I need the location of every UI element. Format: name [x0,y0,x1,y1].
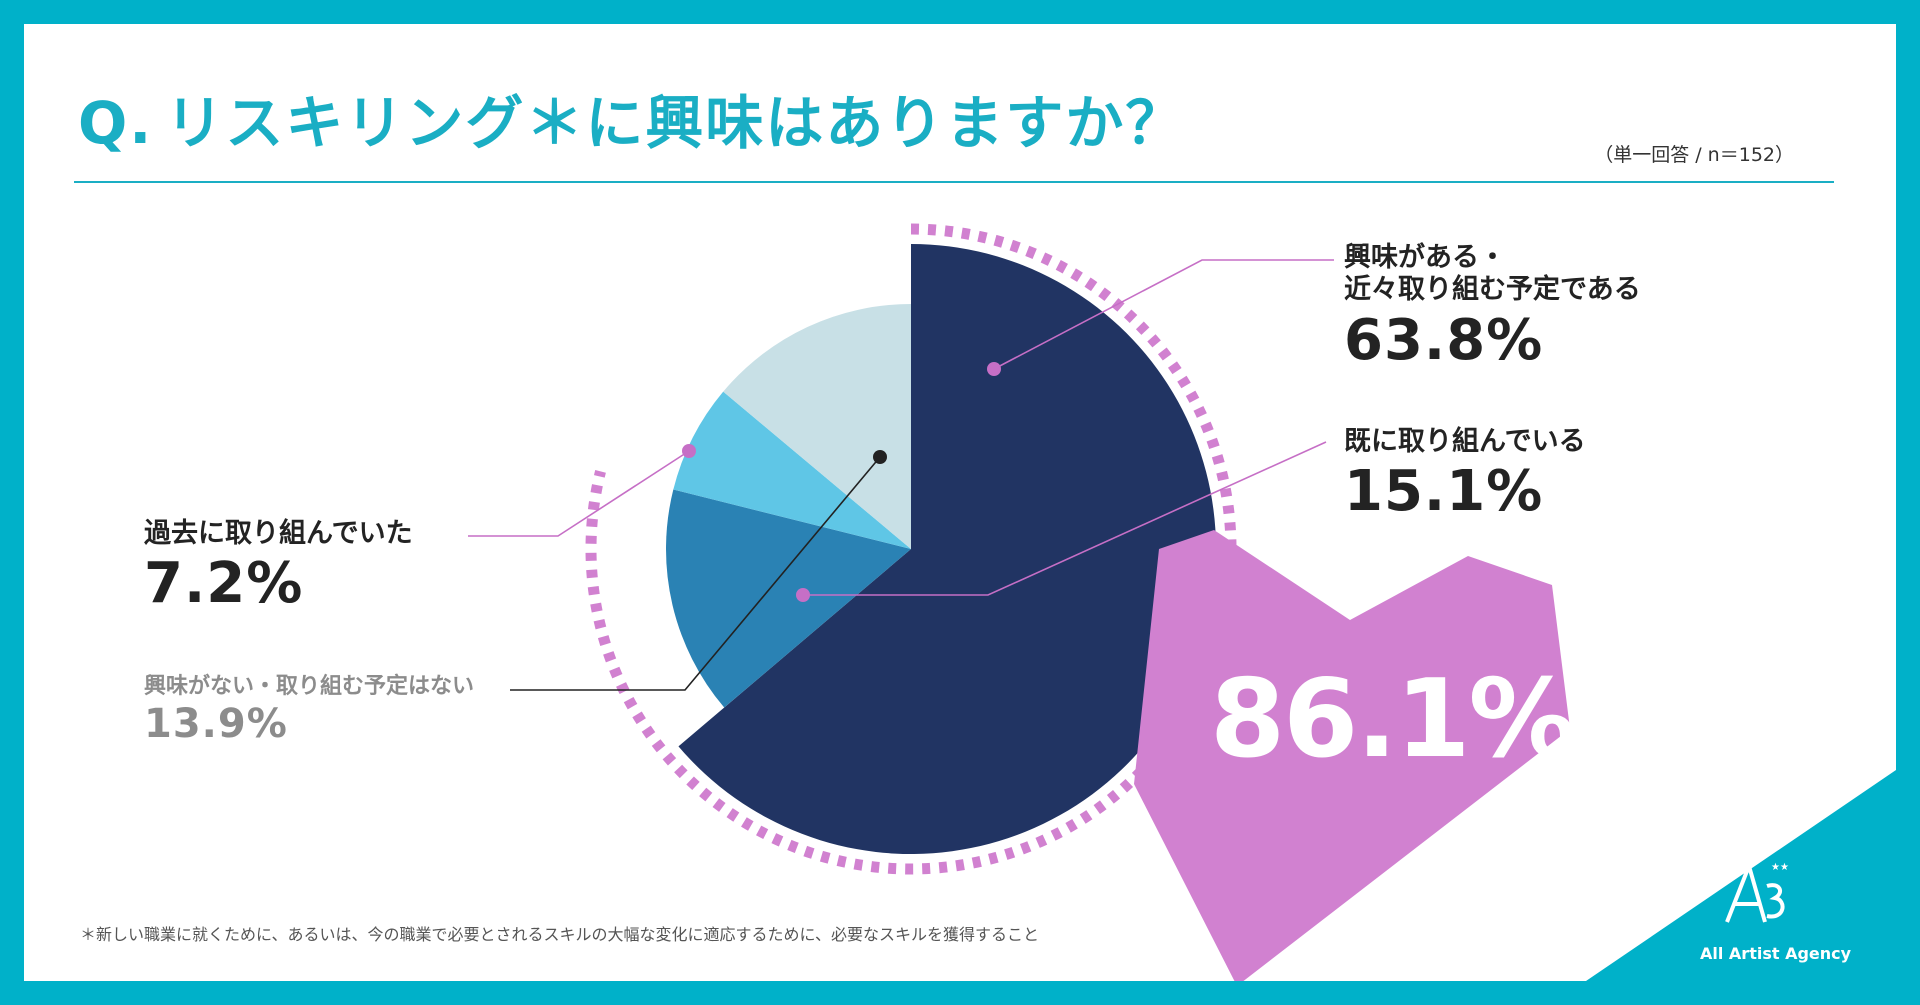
slice-value-interested: 63.8% [1344,307,1544,373]
title-prefix: Q. [78,89,154,157]
slice-value-not-interested: 13.9% [144,701,288,748]
title-text: リスキリング＊に興味はありますか？ [165,89,1186,157]
pie-slice-past [673,391,911,549]
leader-past-line [468,450,690,537]
leader-not-interested-dot [873,450,887,464]
leader-already-dot [796,588,810,602]
slice-value-already: 15.1% [1344,459,1544,525]
sample-info: （単一回答 / n＝152） [1594,144,1794,166]
logo-icon: ★★★ [1725,862,1789,923]
slice-name-past: 過去に取り組んでいた [144,518,413,549]
footnote: ＊新しい職業に就くために、あるいは、今の職業で必要とされるスキルの大幅な変化に適… [80,925,1040,944]
pie-chart [468,223,1570,981]
leader-interested-dot [987,362,1001,376]
slice-label-already: 既に取り組んでいる 15.1% [1344,426,1586,526]
infographic-card: Q. リスキリング＊に興味はありますか？ （単一回答 / n＝152） 興味がある… [24,24,1896,981]
leader-past-dot [682,444,696,458]
slice-label-interested: 興味がある・ 近々取り組む予定である 63.8% [1344,242,1641,374]
pie-slice-already [665,489,911,708]
slice-name-not-interested: 興味がない・取り組む予定はない [144,674,475,699]
slice-name-interested-line2: 近々取り組む予定である [1344,274,1641,306]
leader-interested-line [993,259,1334,370]
pie-slice-not-interested [723,304,911,549]
slice-label-past: 過去に取り組んでいた 7.2% [144,518,413,618]
slice-value-past: 7.2% [144,551,304,617]
logo-name: All Artist Agency [1700,944,1852,963]
leader-already-line [803,441,1327,596]
title-divider [74,181,1834,183]
slice-name-already: 既に取り組んでいる [1344,426,1586,457]
slice-name-interested-line1: 興味がある・ [1344,242,1506,273]
highlight-total: 86.1% [1210,657,1577,782]
pie-slice-interested [678,243,1217,855]
slice-label-not-interested: 興味がない・取り組む予定はない 13.9% [144,674,474,748]
leader-not-interested-line [510,456,881,691]
page-title: Q. リスキリング＊に興味はありますか？ [78,76,1185,160]
highlight-ring [585,223,1237,875]
highlight-heart [1134,530,1570,981]
corner-accent [1586,770,1896,981]
svg-text:★★★: ★★★ [1771,862,1789,873]
